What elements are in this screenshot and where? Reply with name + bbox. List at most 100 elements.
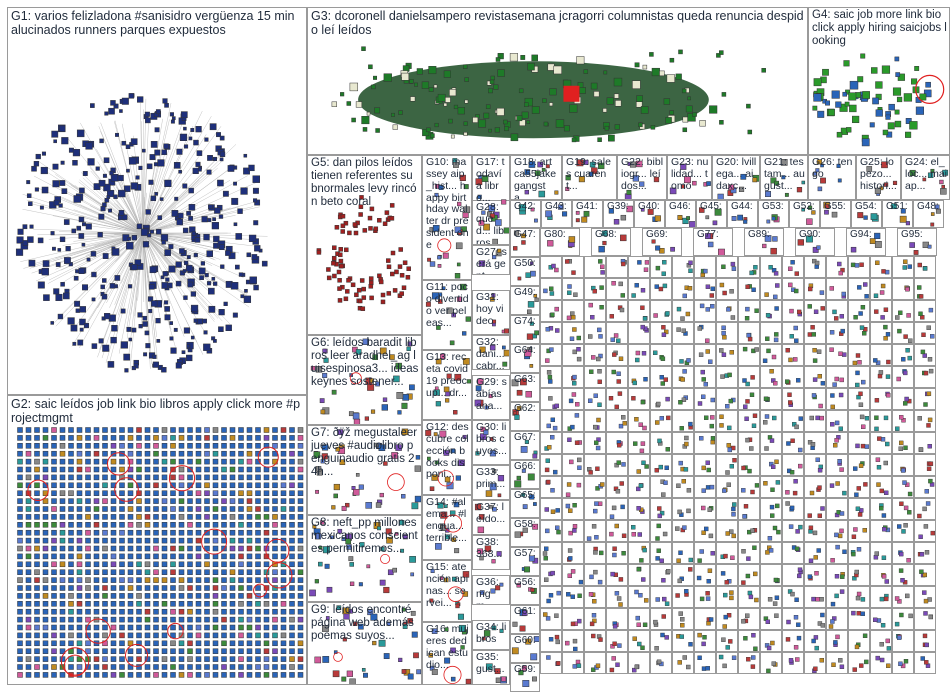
node-g65 bbox=[523, 505, 527, 509]
node-g2 bbox=[94, 570, 99, 575]
node-g2 bbox=[205, 672, 210, 677]
node-g1 bbox=[212, 222, 219, 229]
node-g2 bbox=[43, 625, 48, 630]
small-cluster-network bbox=[607, 345, 628, 366]
node-g8 bbox=[350, 582, 354, 586]
node-small bbox=[680, 617, 684, 621]
node-small bbox=[772, 662, 776, 666]
node-g5 bbox=[338, 287, 342, 291]
node-g2 bbox=[120, 483, 125, 488]
group-box-small-cluster bbox=[848, 432, 870, 454]
small-cluster-network bbox=[871, 367, 892, 388]
node-small bbox=[721, 638, 725, 642]
node-g2 bbox=[18, 538, 23, 543]
node-g2 bbox=[281, 633, 286, 638]
node-g2 bbox=[273, 499, 278, 504]
node-small bbox=[861, 305, 865, 309]
group-box-small-cluster bbox=[716, 278, 738, 300]
node-small bbox=[555, 635, 559, 639]
node-g1 bbox=[99, 214, 104, 219]
node-g2 bbox=[111, 562, 116, 567]
node-g3 bbox=[598, 138, 602, 142]
node-small bbox=[795, 425, 799, 429]
node-g2 bbox=[154, 593, 159, 598]
node-g2 bbox=[120, 617, 125, 622]
node-g7 bbox=[342, 506, 346, 510]
small-cluster-network bbox=[651, 279, 672, 300]
group-box-small-cluster bbox=[892, 366, 914, 388]
node-small bbox=[923, 507, 927, 511]
node-g2 bbox=[290, 435, 295, 440]
node-g1 bbox=[42, 187, 48, 193]
node-g2 bbox=[298, 625, 303, 630]
node-small bbox=[609, 396, 613, 400]
node-g3 bbox=[607, 98, 614, 105]
node-g2 bbox=[171, 609, 176, 614]
node-g2 bbox=[171, 491, 176, 496]
small-cluster-network bbox=[893, 345, 914, 366]
node-g2 bbox=[60, 578, 65, 583]
node-small bbox=[842, 491, 846, 495]
group-box-small-cluster bbox=[738, 564, 760, 586]
node-small bbox=[711, 287, 715, 291]
group-box-small-cluster bbox=[914, 542, 936, 564]
node-g1 bbox=[169, 266, 175, 272]
group-box-small-cluster bbox=[782, 366, 804, 388]
group-box-small-cluster bbox=[650, 586, 672, 608]
node-small bbox=[918, 416, 922, 420]
node-g1 bbox=[126, 242, 133, 249]
node-g2 bbox=[60, 522, 65, 527]
group-box-small-cluster bbox=[826, 300, 848, 322]
group-box-g67: G67: pao... bbox=[510, 431, 540, 460]
node-g2 bbox=[171, 428, 176, 433]
group-box-small-cluster bbox=[694, 388, 716, 410]
node-small bbox=[919, 535, 923, 539]
node-g2 bbox=[69, 483, 74, 488]
node-g3 bbox=[676, 74, 682, 80]
small-cluster-network bbox=[629, 455, 650, 476]
node-g2 bbox=[120, 435, 125, 440]
node-g2 bbox=[256, 617, 261, 622]
small-cluster-network bbox=[695, 279, 716, 300]
node-g2 bbox=[162, 499, 167, 504]
group-label-g44: G44: facul... bbox=[731, 202, 755, 213]
node-g1 bbox=[18, 229, 24, 235]
group-box-small-cluster bbox=[584, 410, 606, 432]
group-box-g69: G69: bbox=[642, 228, 682, 256]
node-small bbox=[577, 466, 581, 470]
node-g1 bbox=[207, 170, 211, 174]
small-cluster-network bbox=[563, 543, 584, 564]
node-g1 bbox=[184, 261, 188, 265]
node-g3 bbox=[352, 118, 356, 122]
node-g2 bbox=[145, 483, 150, 488]
node-small bbox=[833, 443, 837, 447]
node-g1 bbox=[162, 240, 166, 244]
group-label-g4: G4: saic job more link bio click apply h… bbox=[812, 9, 947, 48]
node-g2 bbox=[273, 593, 278, 598]
node-g2 bbox=[256, 538, 261, 543]
group-box-small-cluster bbox=[870, 630, 892, 652]
group-box-small-cluster bbox=[584, 344, 606, 366]
node-g1 bbox=[143, 316, 147, 320]
node-g1 bbox=[176, 363, 182, 369]
node-small bbox=[901, 469, 905, 473]
node-small bbox=[726, 645, 730, 649]
node-small bbox=[861, 597, 865, 601]
node-small bbox=[895, 427, 899, 431]
node-g1 bbox=[27, 180, 30, 183]
node-g2 bbox=[120, 514, 125, 519]
node-small bbox=[598, 380, 602, 384]
group-box-small-cluster bbox=[914, 388, 936, 410]
node-g2 bbox=[256, 530, 261, 535]
node-g2 bbox=[69, 665, 74, 670]
node-small bbox=[831, 558, 835, 562]
small-cluster-network bbox=[893, 477, 914, 498]
group-box-small-cluster bbox=[694, 410, 716, 432]
group-label-g95: G95: bbox=[901, 230, 934, 241]
node-g2 bbox=[128, 586, 133, 591]
node-g7 bbox=[376, 503, 381, 508]
node-small bbox=[770, 505, 774, 509]
node-small bbox=[904, 659, 908, 663]
group-box-small-cluster bbox=[540, 344, 562, 366]
